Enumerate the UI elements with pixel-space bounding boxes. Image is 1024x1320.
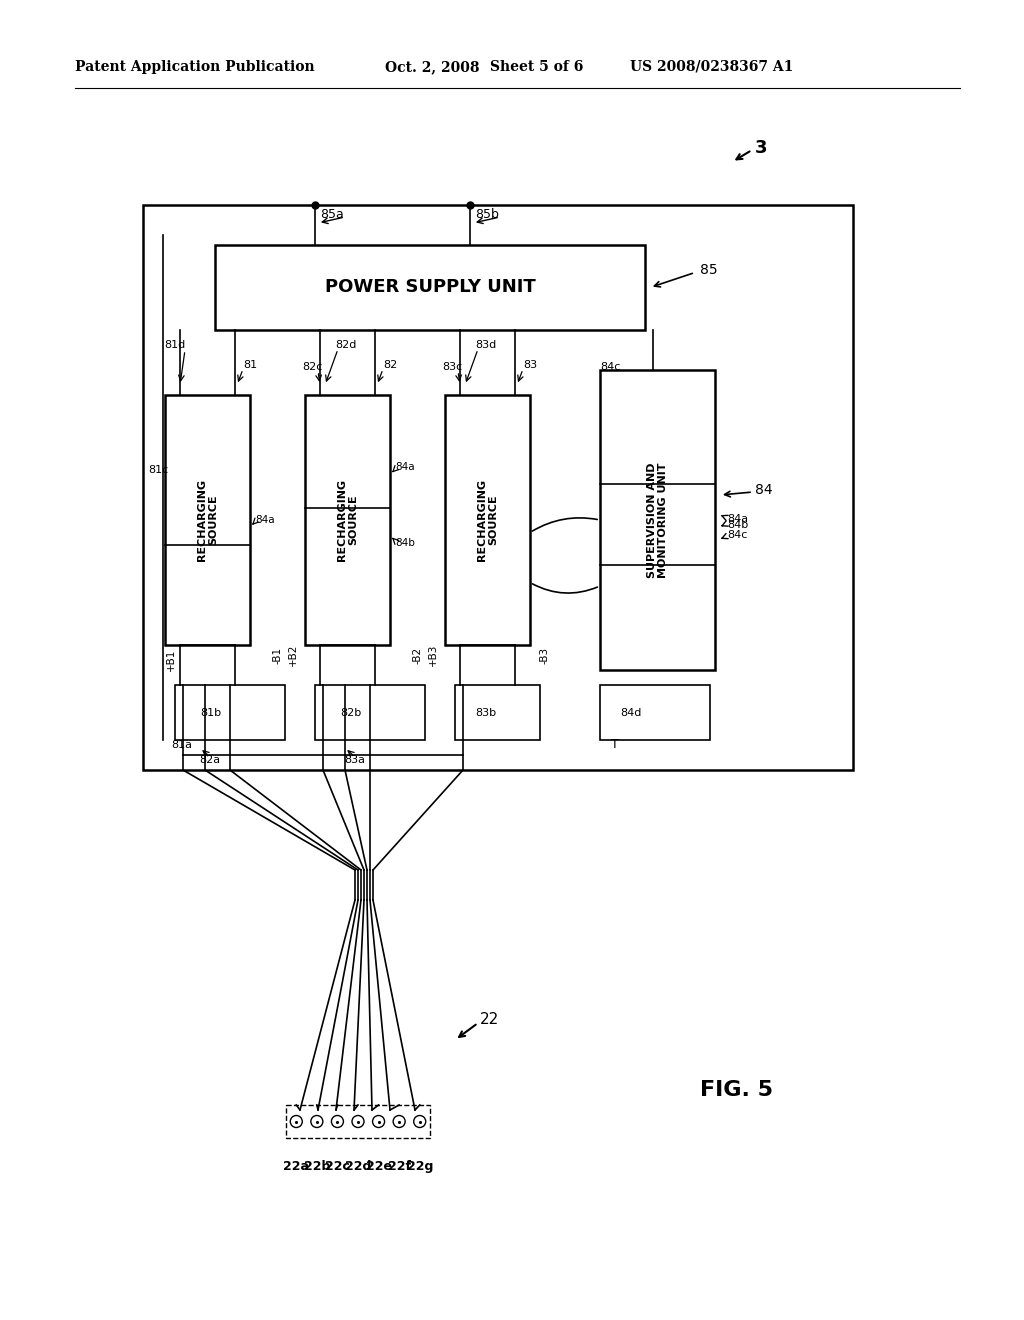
- Text: 85a: 85a: [319, 209, 344, 222]
- Text: Patent Application Publication: Patent Application Publication: [75, 59, 314, 74]
- Text: POWER SUPPLY UNIT: POWER SUPPLY UNIT: [325, 279, 536, 297]
- Bar: [600, 685, 710, 741]
- Text: 22c: 22c: [325, 1160, 350, 1173]
- Text: 84: 84: [755, 483, 773, 498]
- Text: 22e: 22e: [366, 1160, 391, 1173]
- Bar: [600, 370, 715, 671]
- Text: 3: 3: [755, 139, 768, 157]
- Text: +B1: +B1: [166, 649, 176, 671]
- Bar: [165, 395, 250, 645]
- Text: RECHARGING
SOURCE: RECHARGING SOURCE: [337, 479, 358, 561]
- Text: 84c: 84c: [600, 362, 621, 372]
- Text: 81d: 81d: [165, 341, 185, 350]
- Text: Sheet 5 of 6: Sheet 5 of 6: [490, 59, 584, 74]
- Bar: [143, 205, 853, 770]
- Text: 83b: 83b: [475, 708, 496, 718]
- Bar: [175, 685, 285, 741]
- Text: 82a: 82a: [200, 755, 220, 766]
- Text: T: T: [611, 738, 618, 751]
- Bar: [445, 395, 530, 645]
- Text: 81c: 81c: [148, 465, 168, 475]
- Text: 84b: 84b: [395, 537, 415, 548]
- Text: 82: 82: [383, 360, 397, 370]
- Text: -B3: -B3: [540, 647, 550, 664]
- Text: US 2008/0238367 A1: US 2008/0238367 A1: [630, 59, 794, 74]
- Text: 84a: 84a: [727, 513, 749, 524]
- Text: 84a: 84a: [255, 515, 274, 525]
- Text: 81: 81: [243, 360, 257, 370]
- Text: 81b: 81b: [200, 708, 221, 718]
- Text: 83c: 83c: [442, 362, 462, 372]
- Text: 84d: 84d: [620, 708, 641, 718]
- Text: FIG. 5: FIG. 5: [700, 1080, 773, 1100]
- Text: 84b: 84b: [727, 520, 749, 529]
- Text: -B1: -B1: [272, 647, 283, 664]
- Text: 22f: 22f: [388, 1160, 411, 1173]
- Text: 82c: 82c: [302, 362, 323, 372]
- Text: -B2: -B2: [413, 647, 423, 664]
- Text: 83d: 83d: [475, 341, 497, 350]
- Text: 84c: 84c: [727, 531, 748, 540]
- Text: 83: 83: [523, 360, 538, 370]
- Text: 84a: 84a: [395, 462, 415, 473]
- Bar: [455, 685, 540, 741]
- Text: 82b: 82b: [340, 708, 361, 718]
- Text: 81a: 81a: [171, 741, 193, 750]
- Text: 85b: 85b: [475, 209, 499, 222]
- Text: Oct. 2, 2008: Oct. 2, 2008: [385, 59, 479, 74]
- Text: 22d: 22d: [345, 1160, 371, 1173]
- Text: +B3: +B3: [427, 644, 437, 667]
- Text: RECHARGING
SOURCE: RECHARGING SOURCE: [197, 479, 218, 561]
- Text: 83a: 83a: [344, 755, 366, 766]
- Bar: [286, 1105, 430, 1138]
- Text: 82d: 82d: [335, 341, 356, 350]
- Text: 22g: 22g: [407, 1160, 433, 1173]
- Text: 85: 85: [700, 263, 718, 276]
- Text: 22: 22: [480, 1012, 500, 1027]
- Text: SUPERVISION AND
MONITORING UNIT: SUPERVISION AND MONITORING UNIT: [647, 462, 669, 578]
- Text: 22a: 22a: [284, 1160, 309, 1173]
- Text: +B2: +B2: [288, 644, 298, 667]
- Text: RECHARGING
SOURCE: RECHARGING SOURCE: [477, 479, 499, 561]
- Text: 22b: 22b: [304, 1160, 330, 1173]
- Bar: [215, 246, 645, 330]
- Bar: [305, 395, 390, 645]
- Bar: [315, 685, 425, 741]
